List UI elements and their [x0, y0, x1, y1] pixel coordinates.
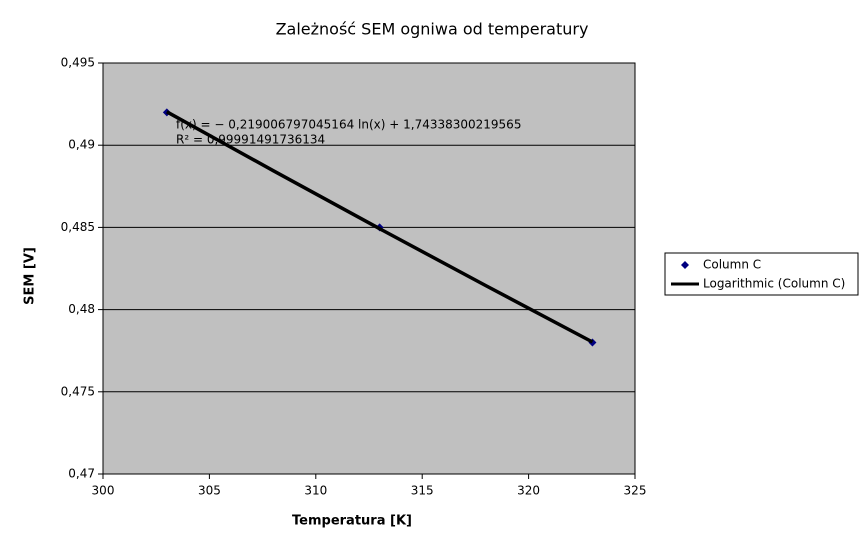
y-tick-label: 0,485 — [61, 220, 95, 234]
y-axis-title: SEM [V] — [23, 247, 38, 305]
legend-label: Logarithmic (Column C) — [703, 277, 845, 291]
x-tick-label: 320 — [517, 484, 540, 498]
plot-area — [102, 62, 636, 475]
x-tick-label: 300 — [92, 484, 115, 498]
trendline — [165, 110, 594, 344]
chart-title: Zależność SEM ogniwa od temperatury — [276, 20, 589, 39]
legend-swatch — [681, 261, 689, 269]
y-tick-label: 0,495 — [61, 56, 95, 70]
trendline-equation: f(x) = − 0,219006797045164 ln(x) + 1,743… — [176, 118, 521, 132]
legend-label: Column C — [703, 258, 761, 272]
x-tick-label: 305 — [198, 484, 221, 498]
trendline-equation: R² = 0,99991491736134 — [176, 133, 325, 147]
x-tick-label: 315 — [411, 484, 434, 498]
y-tick-label: 0,475 — [61, 384, 95, 398]
x-tick-label: 310 — [304, 484, 327, 498]
legend — [664, 252, 859, 296]
x-tick-label: 325 — [624, 484, 647, 498]
y-tick-label: 0,47 — [68, 467, 95, 481]
y-tick-label: 0,48 — [68, 302, 95, 316]
x-axis-title: Temperatura [K] — [292, 514, 412, 529]
y-tick-label: 0,49 — [68, 138, 95, 152]
